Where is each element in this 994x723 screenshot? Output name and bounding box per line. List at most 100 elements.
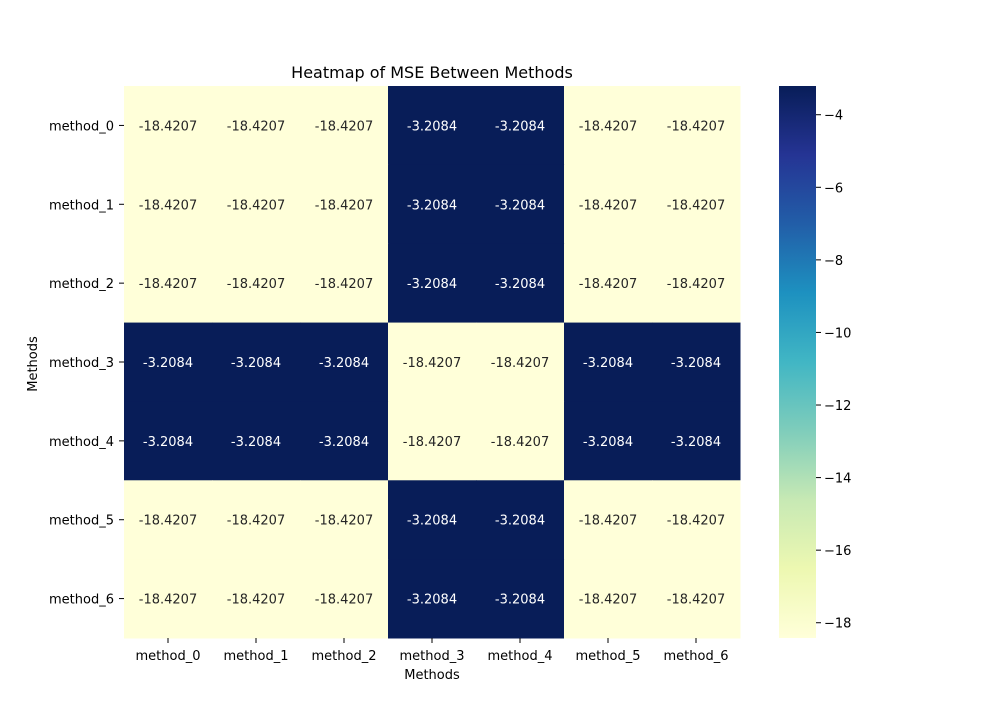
x-tick-label: method_4: [488, 649, 553, 664]
cell-value-label: -3.2084: [583, 435, 633, 450]
colorbar-tick-label: −14: [824, 472, 851, 487]
heatmap-cell: [124, 86, 213, 166]
heatmap-cell: [124, 559, 213, 639]
heatmap-cell: [388, 401, 477, 481]
heatmap-cell: [476, 86, 565, 166]
cell-value-label: -3.2084: [231, 356, 281, 371]
cell-value-label: -18.4207: [315, 593, 373, 608]
cell-value-label: -18.4207: [139, 593, 197, 608]
heatmap-cell: [564, 243, 653, 324]
cell-value-label: -3.2084: [583, 356, 633, 371]
x-tick-label: method_2: [312, 649, 377, 664]
cell-value-label: -3.2084: [407, 119, 457, 134]
x-tick-label: method_3: [400, 649, 465, 664]
colorbar-tick-label: −6: [824, 181, 843, 196]
cell-value-label: -3.2084: [407, 593, 457, 608]
heatmap-cell: [300, 401, 389, 481]
heatmap-cell: [212, 164, 301, 245]
cell-value-label: -18.4207: [315, 277, 373, 292]
cell-value-label: -18.4207: [227, 119, 285, 134]
cell-value-label: -18.4207: [139, 198, 197, 213]
heatmap-cell: [124, 164, 213, 245]
y-tick-label: method_5: [49, 514, 114, 529]
cell-value-label: -18.4207: [579, 514, 637, 529]
cell-value-label: -18.4207: [579, 277, 637, 292]
cell-value-label: -18.4207: [667, 119, 725, 134]
heatmap-cell: [564, 322, 653, 402]
x-tick-label: method_6: [664, 649, 729, 664]
cell-value-label: -18.4207: [139, 514, 197, 529]
colorbar-ticks: −4 −6 −8 −10 −12 −14 −16 −18: [816, 109, 851, 632]
heatmap-cell: [476, 401, 565, 481]
x-tick-label: method_1: [224, 649, 289, 664]
heatmap-cell: [476, 559, 565, 639]
y-axis-label: Methods: [26, 336, 41, 392]
x-tick-label: method_5: [576, 649, 641, 664]
colorbar-tick-label: −4: [824, 109, 843, 124]
y-tick-label: method_6: [49, 593, 114, 608]
y-tick-label: method_4: [49, 435, 114, 450]
heatmap-cell: [388, 164, 477, 245]
cell-value-label: -18.4207: [315, 119, 373, 134]
cell-value-label: -3.2084: [495, 198, 545, 213]
heatmap-cell: [388, 322, 477, 402]
heatmap-cell: [212, 559, 301, 639]
x-axis-ticks: method_0 method_1 method_2 method_3 method_4…: [136, 638, 729, 664]
cell-value-label: -3.2084: [407, 198, 457, 213]
heatmap-cell: [652, 480, 741, 560]
heatmap-cell: [388, 243, 477, 324]
cell-value-label: -18.4207: [491, 435, 549, 450]
heatmap-cell: [300, 164, 389, 245]
cell-value-label: -3.2084: [319, 356, 369, 371]
colorbar-tick-label: −12: [824, 399, 851, 414]
cell-value-label: -3.2084: [495, 593, 545, 608]
x-axis-label: Methods: [404, 668, 460, 683]
heatmap-cells: [124, 86, 741, 639]
heatmap-cell: [388, 480, 477, 560]
y-tick-label: method_1: [49, 198, 114, 213]
cell-value-label: -3.2084: [407, 514, 457, 529]
y-axis-ticks: method_0 method_1 method_2 method_3 method_4…: [49, 119, 124, 608]
heatmap-cell: [652, 243, 741, 324]
heatmap-cell: [212, 86, 301, 166]
cell-value-label: -3.2084: [407, 277, 457, 292]
heatmap-cell: [652, 559, 741, 639]
heatmap-cell: [212, 322, 301, 402]
heatmap-cell: [476, 243, 565, 324]
heatmap-cell: [652, 322, 741, 402]
colorbar-tick-label: −16: [824, 544, 851, 559]
heatmap-cell: [212, 243, 301, 324]
heatmap-cell: [652, 401, 741, 481]
heatmap-cell: [564, 559, 653, 639]
heatmap-cell: [300, 243, 389, 324]
cell-value-label: -18.4207: [667, 593, 725, 608]
cell-value-label: -18.4207: [667, 198, 725, 213]
colorbar: [779, 86, 816, 638]
chart-title: Heatmap of MSE Between Methods: [291, 63, 573, 82]
heatmap-cell: [652, 164, 741, 245]
colorbar-tick-label: −18: [824, 617, 851, 632]
cell-value-label: -3.2084: [671, 435, 721, 450]
heatmap-cell: [300, 322, 389, 402]
heatmap-cell: [124, 401, 213, 481]
cell-value-label: -3.2084: [495, 514, 545, 529]
heatmap-cell: [124, 480, 213, 560]
heatmap-cell: [564, 401, 653, 481]
cell-value-label: -18.4207: [139, 119, 197, 134]
heatmap-cell: [300, 480, 389, 560]
cell-value-label: -18.4207: [227, 198, 285, 213]
cell-value-label: -18.4207: [403, 356, 461, 371]
heatmap-cell: [388, 86, 477, 166]
cell-value-label: -18.4207: [227, 593, 285, 608]
heatmap-cell: [476, 322, 565, 402]
heatmap-cell: [388, 559, 477, 639]
heatmap-cell-labels: -18.4207 -18.4207 -18.4207 -3.2084 -3.2084 -1…: [139, 119, 725, 607]
cell-value-label: -3.2084: [495, 119, 545, 134]
heatmap-cell: [476, 480, 565, 560]
y-tick-label: method_2: [49, 277, 114, 292]
cell-value-label: -3.2084: [231, 435, 281, 450]
heatmap-cell: [476, 164, 565, 245]
cell-value-label: -18.4207: [315, 198, 373, 213]
